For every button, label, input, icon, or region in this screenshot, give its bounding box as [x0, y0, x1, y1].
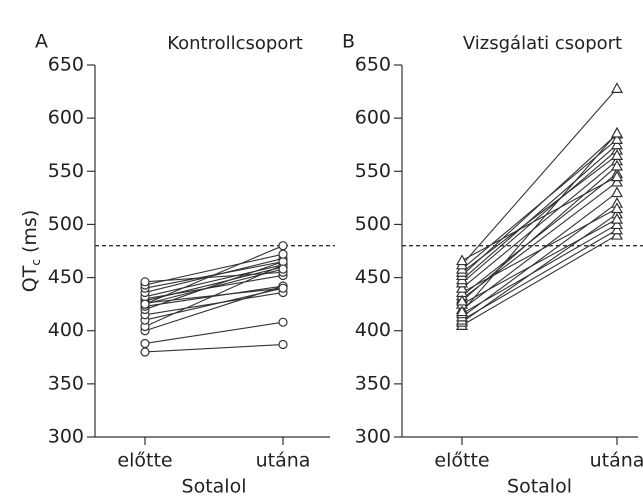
- pair-line: [461, 132, 618, 312]
- y-tick-label: 600: [48, 107, 84, 129]
- point: [610, 133, 624, 144]
- y-tick-label: 600: [355, 107, 391, 129]
- point: [455, 281, 469, 293]
- y-label-main: QT: [19, 265, 41, 292]
- point: [278, 283, 288, 293]
- pair-line: [144, 321, 284, 345]
- y-tick-label: 400: [48, 319, 84, 341]
- y-tick-label: 450: [355, 266, 391, 288]
- point: [278, 249, 288, 259]
- pair-line: [461, 223, 618, 315]
- y-tick-label: 350: [355, 372, 391, 394]
- point: [610, 170, 624, 182]
- pair-line: [461, 144, 618, 281]
- y-tick-label: 650: [355, 54, 391, 76]
- y-tick-label: 300: [355, 426, 391, 448]
- y-tick-label: 300: [48, 426, 84, 448]
- chart-title: Vizsgálati csoport: [463, 33, 622, 54]
- x-tick-label: utána: [590, 450, 643, 472]
- pair-line: [144, 261, 284, 310]
- point: [610, 223, 624, 235]
- pair-line: [144, 343, 284, 353]
- pair-line: [144, 261, 284, 289]
- point: [610, 212, 624, 224]
- pair-line: [461, 149, 618, 284]
- y-tick-label: 350: [48, 372, 84, 394]
- point: [455, 254, 469, 266]
- point: [140, 277, 150, 287]
- point: [610, 138, 624, 150]
- point: [455, 294, 469, 306]
- point: [140, 347, 150, 357]
- y-label-unit: (ms): [19, 210, 41, 253]
- x-tick-label: utána: [256, 450, 311, 472]
- point: [610, 228, 624, 240]
- x-tick-label: előtte: [434, 450, 489, 472]
- point: [278, 317, 288, 327]
- pair-line: [461, 218, 618, 305]
- pair-line: [461, 165, 618, 302]
- pair-line: [461, 138, 618, 270]
- x-tick-label: előtte: [117, 450, 172, 472]
- point: [278, 257, 288, 267]
- y-label-sub: c: [29, 259, 43, 266]
- pair-line: [461, 176, 618, 262]
- panel-letter: B: [342, 31, 355, 53]
- pair-line: [461, 234, 618, 326]
- pair-line: [144, 287, 284, 304]
- pair-line: [144, 291, 284, 316]
- point: [610, 159, 624, 171]
- point: [278, 339, 288, 350]
- point: [610, 175, 624, 187]
- y-tick-label: 500: [355, 213, 391, 235]
- point: [140, 338, 150, 349]
- y-tick-label: 500: [48, 213, 84, 235]
- pair-line: [461, 229, 618, 321]
- pair-line: [144, 268, 284, 305]
- pair-line: [144, 271, 284, 283]
- pair-line: [461, 154, 618, 273]
- y-tick-label: 400: [355, 319, 391, 341]
- x-axis-label: Sotalol: [507, 476, 572, 498]
- pair-line: [461, 181, 618, 300]
- pair-line: [461, 213, 618, 323]
- x-axis-label: Sotalol: [182, 476, 247, 498]
- y-tick-label: 650: [48, 54, 84, 76]
- y-tick-label: 450: [48, 266, 84, 288]
- y-tick-label: 550: [355, 160, 391, 182]
- y-axis-label: QTc (ms): [19, 210, 43, 292]
- point: [610, 186, 624, 198]
- pair-line: [461, 172, 618, 297]
- point: [610, 126, 624, 138]
- pair-line: [461, 88, 618, 266]
- point: [140, 299, 150, 309]
- pair-line: [461, 160, 618, 289]
- point: [610, 149, 624, 160]
- point: [610, 82, 624, 93]
- pair-line: [144, 264, 284, 298]
- point: [610, 218, 624, 230]
- y-tick-label: 550: [48, 160, 84, 182]
- point: [278, 264, 288, 274]
- chart-title: Kontrollcsoport: [167, 33, 303, 54]
- point: [610, 202, 624, 214]
- panel-letter: A: [35, 31, 48, 53]
- point: [455, 305, 469, 317]
- point: [278, 241, 288, 251]
